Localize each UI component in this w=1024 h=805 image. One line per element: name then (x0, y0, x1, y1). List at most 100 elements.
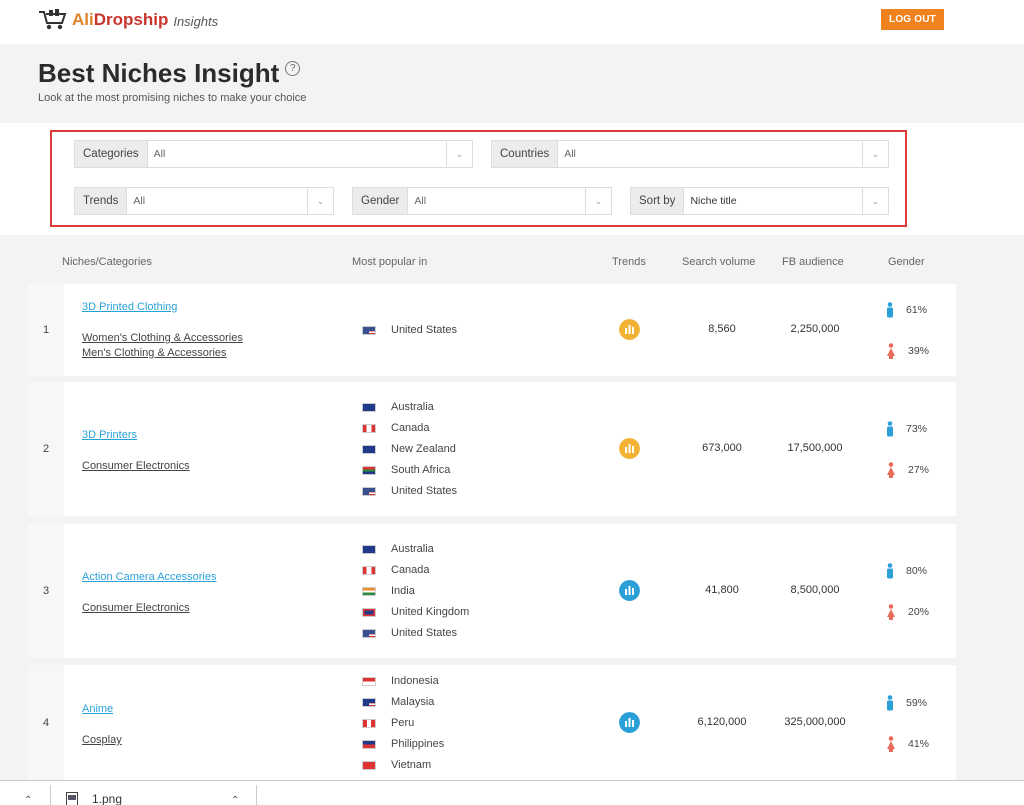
fb-audience-value: 8,500,000 (790, 584, 840, 596)
fb-audience-value: 2,250,000 (790, 323, 840, 335)
column-header-niches[interactable]: Niches/Categories (62, 256, 152, 268)
country-item: United Kingdom (362, 605, 469, 619)
male-icon (887, 563, 893, 579)
flag-icon (362, 739, 376, 749)
chevron-up-icon[interactable]: ⌃ (24, 795, 33, 805)
country-item: Canada (362, 421, 430, 435)
chevron-down-icon[interactable]: ⌄ (862, 141, 888, 167)
country-item: New Zealand (362, 442, 456, 456)
niche-link[interactable]: 3D Printers (82, 429, 138, 441)
female-icon (887, 604, 895, 620)
category-link[interactable]: Men's Clothing & Accessories (82, 347, 227, 359)
gender-male: 73% (886, 421, 927, 437)
category-link[interactable]: Women's Clothing & Accessories (82, 332, 243, 344)
flag-icon (362, 423, 376, 433)
niche-link[interactable]: Anime (82, 703, 114, 715)
row-number: 1 (28, 284, 64, 376)
trend-chart-icon[interactable] (619, 319, 640, 340)
brand-subtitle: Insights (173, 14, 219, 29)
niche-link[interactable]: 3D Printed Clothing (82, 301, 178, 313)
chevron-down-icon[interactable]: ⌄ (446, 141, 472, 167)
flag-icon (362, 325, 376, 335)
divider (256, 785, 257, 805)
column-header-popular[interactable]: Most popular in (352, 256, 428, 268)
table-row[interactable]: 2 3D Printers Consumer Electronics Australi… (28, 382, 956, 516)
gender-filter-label: Gender (353, 188, 409, 214)
brand-logo[interactable]: AliDropship Insights (38, 9, 218, 31)
column-header-search-volume[interactable]: Search volume (682, 256, 756, 268)
chevron-up-icon[interactable]: ⌃ (231, 795, 240, 805)
country-item: Australia (362, 542, 434, 556)
column-header-fb-audience[interactable]: FB audience (782, 256, 844, 268)
country-item: Malaysia (362, 695, 434, 709)
categories-filter-value[interactable]: All (153, 148, 166, 160)
column-header-gender[interactable]: Gender (888, 256, 925, 268)
trend-chart-icon[interactable] (619, 438, 640, 459)
flag-icon (362, 486, 376, 496)
male-icon (887, 695, 893, 711)
help-icon[interactable]: ? (285, 61, 301, 76)
table-row[interactable]: 4 Anime Cosplay Indonesia Malaysia Peru Philip… (28, 665, 956, 780)
table-row[interactable]: 1 3D Printed Clothing Women's Clothing & A… (28, 284, 956, 376)
gender-filter[interactable]: Gender All ⌄ (352, 187, 612, 215)
country-item: United States (362, 626, 457, 640)
category-link[interactable]: Cosplay (82, 734, 122, 746)
flag-icon (362, 465, 376, 475)
download-filename: 1.png (92, 792, 123, 805)
gender-female: 39% (886, 343, 929, 359)
column-header-trends[interactable]: Trends (612, 256, 646, 268)
fb-audience-value: 17,500,000 (787, 442, 843, 454)
chevron-down-icon[interactable]: ⌄ (585, 188, 611, 214)
page-subtitle: Look at the most promising niches to mak… (38, 92, 307, 104)
category-link[interactable]: Consumer Electronics (82, 602, 190, 614)
sort-by-filter[interactable]: Sort by Niche title ⌄ (630, 187, 889, 215)
country-item: Vietnam (362, 758, 431, 772)
trends-filter-value[interactable]: All (133, 195, 146, 207)
search-volume-value: 41,800 (705, 584, 739, 596)
female-icon (887, 462, 895, 478)
trends-filter-label: Trends (75, 188, 128, 214)
flag-icon (362, 565, 376, 575)
gender-male: 80% (886, 563, 927, 579)
brand-name: AliDropship (72, 10, 169, 29)
female-icon (887, 736, 895, 752)
logout-button[interactable]: LOG OUT (881, 9, 944, 30)
file-icon (66, 792, 78, 805)
category-link[interactable]: Consumer Electronics (82, 460, 190, 472)
trend-chart-icon[interactable] (619, 580, 640, 601)
categories-filter[interactable]: Categories All ⌄ (74, 140, 473, 168)
country-item: United States (362, 323, 457, 337)
page-title: Best Niches Insight ? (38, 58, 301, 89)
countries-filter-value[interactable]: All (564, 148, 576, 160)
male-icon (887, 421, 893, 437)
niche-link[interactable]: Action Camera Accessories (82, 571, 217, 583)
gender-filter-value[interactable]: All (414, 195, 427, 207)
download-item[interactable]: 1.png (66, 792, 122, 805)
filter-highlight-frame (50, 130, 907, 227)
country-item: Australia (362, 400, 434, 414)
chevron-down-icon[interactable]: ⌄ (862, 188, 888, 214)
chevron-down-icon[interactable]: ⌄ (307, 188, 333, 214)
gender-female: 20% (886, 604, 929, 620)
gender-female: 27% (886, 462, 929, 478)
sort-by-label: Sort by (631, 188, 685, 214)
country-item: Peru (362, 716, 414, 730)
row-number: 3 (28, 524, 64, 658)
male-icon (887, 302, 893, 318)
trends-filter[interactable]: Trends All ⌄ (74, 187, 334, 215)
trend-chart-icon[interactable] (619, 712, 640, 733)
sort-by-value[interactable]: Niche title (690, 195, 737, 207)
download-bar: ⌃ 1.png ⌃ (0, 780, 1024, 805)
country-item: Philippines (362, 737, 444, 751)
country-item: India (362, 584, 415, 598)
female-icon (887, 343, 895, 359)
table-row[interactable]: 3 Action Camera Accessories Consumer Elect… (28, 524, 956, 658)
gender-male: 59% (886, 695, 927, 711)
countries-filter[interactable]: Countries All ⌄ (491, 140, 889, 168)
flag-icon (362, 544, 376, 554)
country-item: United States (362, 484, 457, 498)
flag-icon (362, 697, 376, 707)
search-volume-value: 6,120,000 (697, 716, 747, 728)
flag-icon (362, 402, 376, 412)
top-header: AliDropship Insights LOG OUT (0, 0, 1024, 44)
